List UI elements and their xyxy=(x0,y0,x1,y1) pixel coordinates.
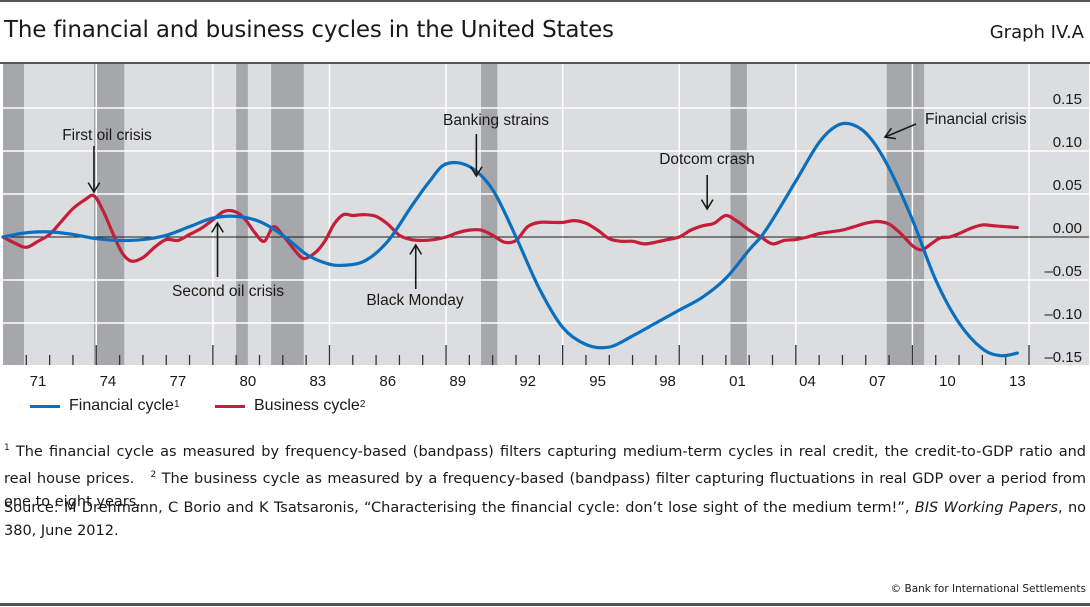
line-chart: 0.15 0.10 0.05 0.00 –0.05 –0.10 –0.15 71 74 77 80… xyxy=(1,64,1089,390)
gridlines xyxy=(3,64,1089,365)
y-tick-label: –0.15 xyxy=(1044,349,1082,366)
arrow-head-icon xyxy=(87,182,101,194)
arrow-head-icon xyxy=(409,243,423,255)
legend-item-business-cycle: Business cycle 2 xyxy=(215,397,365,415)
annotation-arrow-shaft xyxy=(884,123,917,138)
recession-band xyxy=(481,64,498,365)
x-tick-label: 71 xyxy=(30,373,47,390)
y-tick-label: –0.05 xyxy=(1044,263,1082,280)
annotations: First oil crisis Second oil crisis Banking… xyxy=(62,111,1027,309)
x-tick-label: 92 xyxy=(519,373,536,390)
x-tick-label: 98 xyxy=(659,373,676,390)
legend-label-financial: Financial cycle xyxy=(69,397,174,414)
x-tick-label: 86 xyxy=(379,373,396,390)
series-lines xyxy=(1,121,1019,358)
y-axis-labels: 0.15 0.10 0.05 0.00 –0.05 –0.10 –0.15 xyxy=(1044,91,1082,366)
top-rule xyxy=(0,0,1090,2)
legend-footnote-mark: 1 xyxy=(173,398,180,410)
source-prefix: Source: M Drehmann, C Borio and K Tsatsa… xyxy=(4,500,915,516)
annotation-label: Second oil crisis xyxy=(172,283,284,300)
x-axis-ticks xyxy=(25,345,1030,365)
x-tick-label: 74 xyxy=(100,373,117,390)
footnote-2: The business cycle as measured by a freq… xyxy=(4,470,1086,510)
x-tick-label: 13 xyxy=(1009,373,1026,390)
arrow-head-icon xyxy=(211,221,224,233)
y-tick-label: 0.10 xyxy=(1053,134,1082,151)
x-tick-label: 77 xyxy=(170,373,187,390)
x-tick-label: 80 xyxy=(239,373,256,390)
x-tick-label: 89 xyxy=(449,373,466,390)
title-divider xyxy=(0,62,1090,64)
copyright: © Bank for International Settlements xyxy=(890,583,1086,595)
recession-band xyxy=(93,64,125,365)
source-note: Source: M Drehmann, C Borio and K Tsatsa… xyxy=(4,497,1086,543)
chart-title: The financial and business cycles in the… xyxy=(4,17,614,43)
recession-band xyxy=(271,64,304,365)
x-tick-label: 95 xyxy=(589,373,606,390)
recession-band xyxy=(3,64,24,365)
plot-background xyxy=(3,64,1089,365)
bottom-rule xyxy=(0,603,1090,606)
annotation-label: Dotcom crash xyxy=(659,151,755,168)
y-tick-label: 0.00 xyxy=(1053,220,1082,237)
source-suffix: , no 380, June 2012. xyxy=(4,500,1087,539)
arrow-head-icon xyxy=(700,199,714,211)
footnote-mark-2: 2 xyxy=(150,469,157,480)
y-tick-label: –0.10 xyxy=(1044,306,1082,323)
x-tick-label: 01 xyxy=(729,373,746,390)
legend-label-business: Business cycle xyxy=(254,397,360,414)
y-tick-label: 0.05 xyxy=(1053,177,1082,194)
financial-cycle-swatch xyxy=(30,404,60,408)
recession-band xyxy=(886,64,925,365)
graph-id-label: Graph IV.A xyxy=(989,22,1084,43)
business-cycle-line xyxy=(1,193,1019,263)
annotation-label: Black Monday xyxy=(366,292,464,309)
annotation-label: Financial crisis xyxy=(925,111,1027,128)
legend-item-financial-cycle: Financial cycle 1 xyxy=(30,397,180,415)
arrow-head-icon xyxy=(883,127,896,140)
y-tick-label: 0.15 xyxy=(1053,91,1082,108)
x-axis-labels: 71 74 77 80 83 86 89 92 95 98 01 04 07 10 13 xyxy=(30,373,1026,390)
footnote-1: The financial cycle as measured by frequ… xyxy=(4,443,1086,487)
annotation-label: First oil crisis xyxy=(62,127,152,144)
legend-footnote-mark: 2 xyxy=(359,398,366,410)
recession-band xyxy=(730,64,747,365)
annotation-label: Banking strains xyxy=(443,112,549,129)
source-journal: BIS Working Papers xyxy=(914,500,1059,516)
footnote-mark-1: 1 xyxy=(4,443,10,453)
x-tick-label: 04 xyxy=(799,373,816,390)
x-tick-label: 83 xyxy=(309,373,326,390)
x-tick-label: 07 xyxy=(869,373,886,390)
footnotes: 1 The financial cycle as measured by fre… xyxy=(4,437,1086,514)
x-tick-label: 10 xyxy=(939,373,956,390)
financial-cycle-line xyxy=(1,121,1019,358)
arrow-head-icon xyxy=(469,166,483,178)
business-cycle-swatch xyxy=(215,404,245,408)
